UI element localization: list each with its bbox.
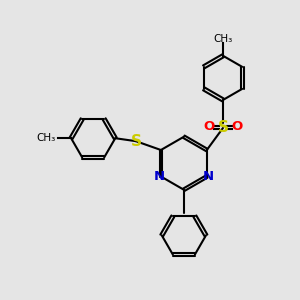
Text: S: S [130,134,141,149]
Text: N: N [154,170,165,183]
Text: S: S [218,120,229,135]
Text: N: N [202,170,214,183]
Text: CH₃: CH₃ [213,34,232,44]
Text: O: O [203,120,214,133]
Text: CH₃: CH₃ [37,133,56,143]
Text: O: O [232,120,243,133]
